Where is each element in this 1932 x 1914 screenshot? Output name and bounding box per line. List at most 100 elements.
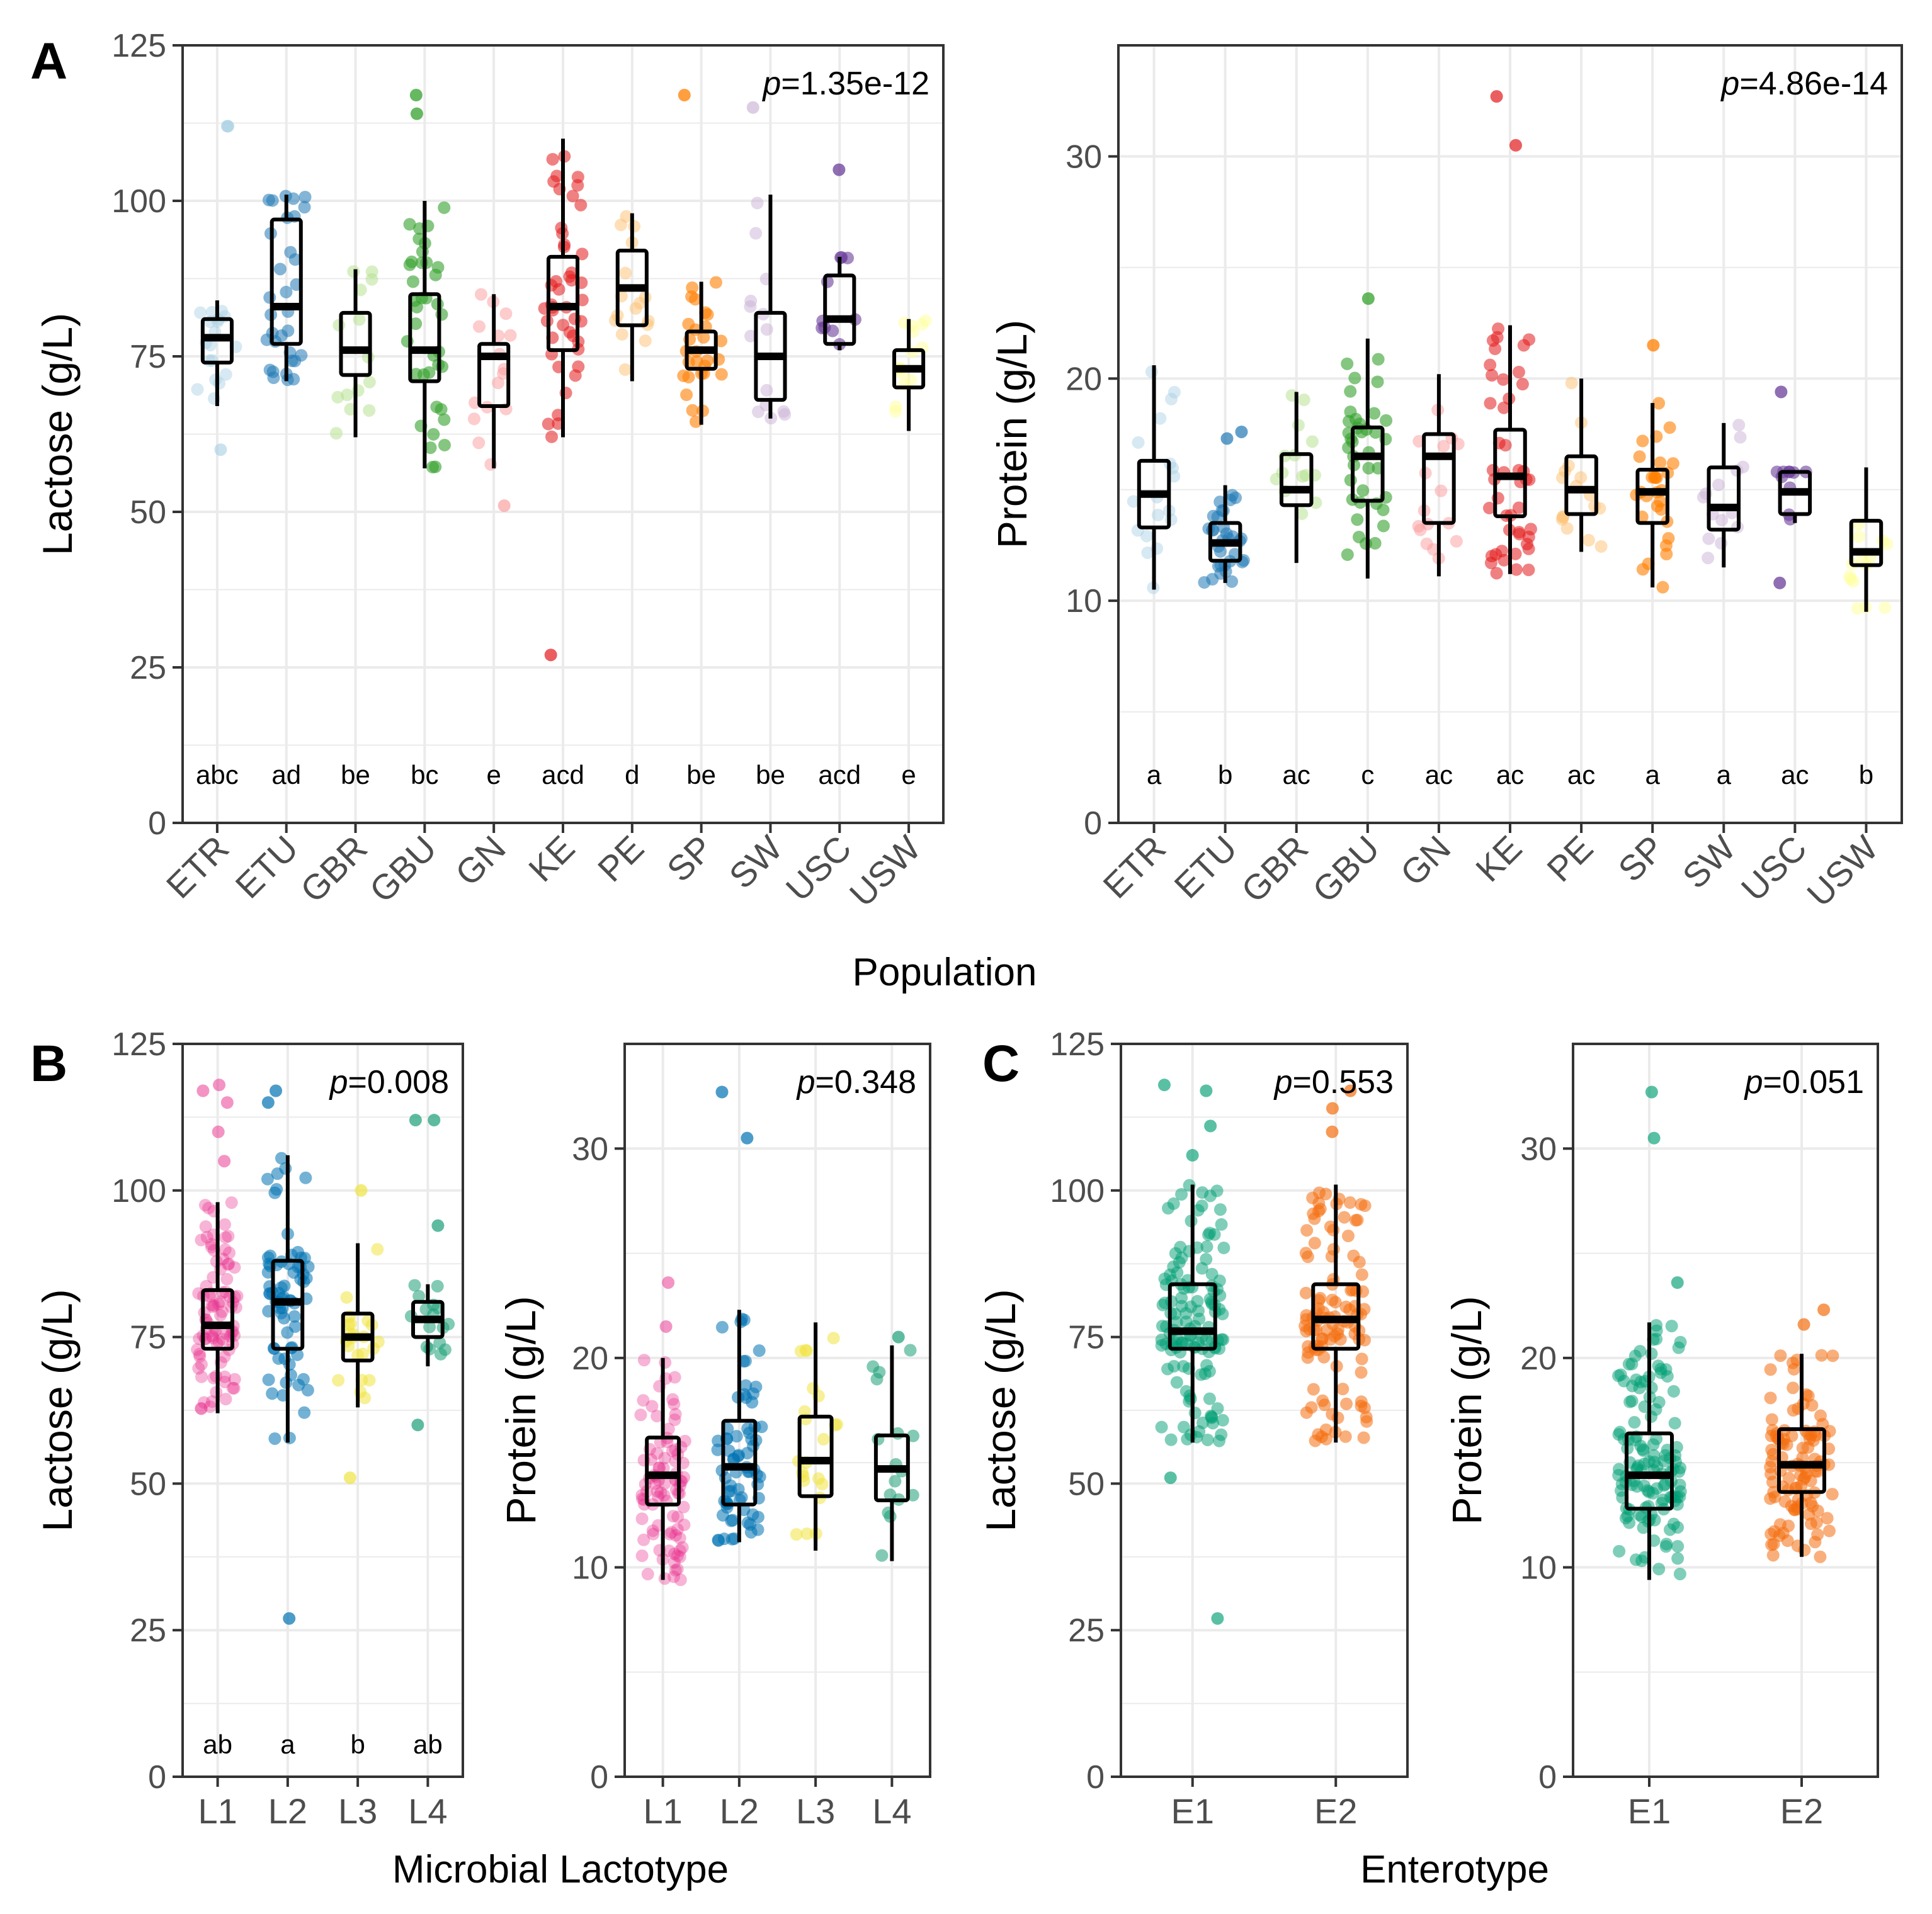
y-tick-label: 50 [130,494,166,531]
box-pe [1564,454,1598,516]
data-point-e1 [1217,1333,1230,1346]
data-point-gbu [427,428,440,441]
y-tick-label: 20 [1065,361,1102,397]
significance-letter: a [1717,760,1732,790]
data-point-pe [628,220,641,233]
outlier-point-gbu [409,89,423,102]
significance-letter: abc [196,760,239,790]
data-point-etr [219,368,232,381]
data-point-l1 [635,1512,649,1526]
data-point-gn [499,307,513,320]
data-point-l4 [438,1343,452,1356]
data-point-l1 [215,1305,229,1318]
data-point-gbu [435,403,448,416]
outlier-point-l1 [212,1125,225,1138]
panel-label-a: A [30,33,67,90]
data-point-gbu [1344,473,1357,487]
data-point-gn [472,320,486,333]
x-tick-label-etr: ETR [159,828,237,906]
data-point-l1 [662,1422,675,1436]
data-point-l1 [668,1570,681,1583]
data-point-l1 [662,1544,676,1558]
data-point-sp [1633,450,1646,463]
data-point-sw [752,405,765,419]
data-point-sp [1652,397,1666,410]
data-point-usc [826,324,839,337]
data-point-e1 [1671,1540,1685,1553]
data-point-sp [1654,495,1667,508]
data-point-gbu [1368,536,1382,550]
data-point-e1 [1633,1381,1646,1395]
data-point-ke [576,247,589,261]
data-point-etr [1165,392,1178,405]
panel-border [1572,1043,1879,1778]
x-tick-label-gbu: GBU [1305,828,1387,910]
y-axis-title: Protein (g/L) [497,1296,544,1524]
data-point-l1 [218,1370,231,1383]
data-point-l1 [213,1295,227,1308]
data-point-l1 [223,1246,236,1259]
p-value-label: p=0.008 [329,1064,449,1101]
data-point-l1 [214,1309,227,1322]
outlier-point-l4 [428,1114,441,1127]
y-tick-label: 10 [1520,1549,1557,1586]
p-value: =0.051 [1763,1064,1865,1101]
data-point-e1 [1200,1253,1213,1266]
data-point-l3 [817,1432,830,1446]
data-point-sp [715,368,728,381]
y-tick-label: 25 [130,650,166,686]
data-point-e2 [1786,1356,1799,1369]
y-tick-label: 30 [1065,139,1102,175]
y-tick-label: 75 [130,339,166,375]
data-point-e2 [1355,1400,1368,1413]
data-point-sw [744,329,757,343]
data-point-e2 [1300,1224,1314,1237]
data-point-l1 [195,1370,208,1383]
data-point-gbu [1368,407,1381,420]
x-tick-label-gbu: GBU [361,828,443,910]
significance-letter: ac [1567,760,1595,790]
significance-letter: acd [542,760,584,790]
data-point-l3 [800,1344,814,1357]
y-tick-label: 0 [1538,1759,1557,1796]
data-point-e2 [1302,1340,1315,1353]
data-point-l1 [199,1220,212,1233]
data-point-e1 [1213,1203,1227,1216]
data-point-l1 [671,1523,684,1536]
data-point-pe [618,363,632,377]
data-point-gbu [1380,414,1393,427]
data-point-l3 [807,1382,820,1395]
data-point-l1 [678,1518,691,1531]
data-point-etu [287,373,300,386]
outlier-point-gbu [410,107,423,120]
data-point-l1 [671,1510,685,1524]
data-point-sp [1656,580,1669,594]
data-point-l1 [653,1461,666,1475]
y-tick-label: 125 [111,28,166,64]
data-point-e2 [1782,1471,1795,1485]
data-point-etu [298,201,311,214]
data-point-l1 [657,1461,670,1475]
data-point-e1 [1647,1438,1660,1451]
x-tick-label-usw: USW [1799,828,1885,914]
data-point-l1 [219,1243,232,1256]
x-tick-label-gbr: GBR [293,828,375,910]
data-point-e1 [1649,1403,1662,1416]
data-point-l2 [299,1171,312,1184]
data-point-etr [1127,495,1140,508]
data-point-l1 [666,1393,679,1406]
data-point-l1 [649,1477,662,1490]
outlier-point-etu [1220,432,1234,445]
x-tick-label-etr: ETR [1095,828,1173,906]
data-point-e2 [1781,1483,1795,1497]
data-point-e1 [1203,1226,1217,1240]
data-point-e1 [1191,1294,1204,1308]
data-point-e2 [1332,1323,1345,1336]
x-tick-label-l3: L3 [338,1791,377,1831]
data-point-etu [1224,493,1237,506]
data-point-gbu [1362,462,1375,475]
box-l3 [797,1414,834,1498]
significance-letter: ab [413,1730,443,1759]
data-point-e1 [1674,1335,1687,1349]
data-point-l3 [342,1318,355,1332]
